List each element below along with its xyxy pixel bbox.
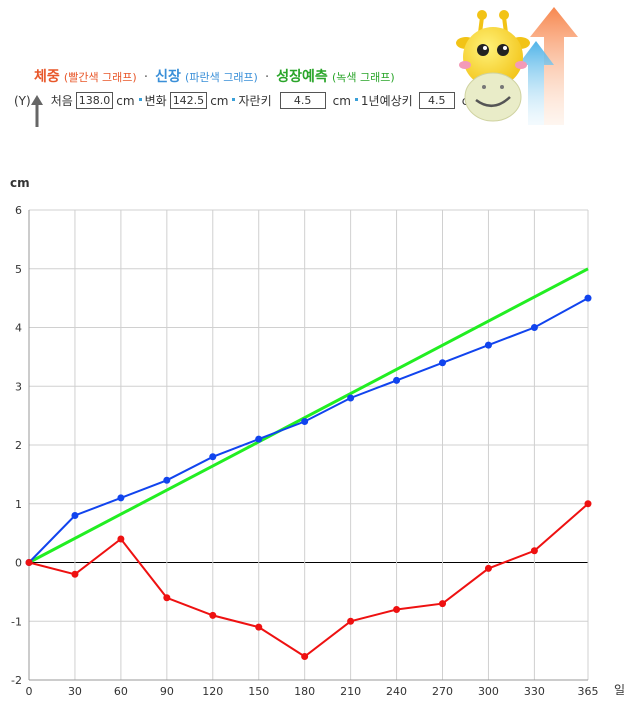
- y-tick-label: -1: [11, 615, 22, 628]
- x-tick-label: 0: [26, 685, 33, 698]
- height-point: [209, 453, 217, 461]
- forecast-series-line: [28, 267, 589, 564]
- start-value: 138.0: [75, 92, 114, 109]
- x-axis-label: 일: [614, 683, 625, 697]
- x-tick-label: 300: [478, 685, 499, 698]
- height-point: [484, 341, 492, 349]
- weight-point: [71, 570, 79, 578]
- change-value: 142.5: [169, 92, 208, 109]
- x-tick-label: 365: [578, 685, 599, 698]
- height-point: [439, 359, 447, 367]
- height-point: [71, 512, 79, 519]
- height-point: [301, 418, 309, 425]
- bullet-icon: [138, 98, 142, 101]
- weight-point: [439, 600, 447, 608]
- weight-sub: (빨간색 그래프): [63, 71, 137, 84]
- weight-point: [484, 564, 492, 572]
- y-tick-label: 5: [15, 263, 22, 276]
- separator: ·: [265, 70, 270, 85]
- forecast-title: 성장예측: [276, 69, 328, 85]
- weight-point: [25, 559, 33, 566]
- legend-line: 체중 (빨간색 그래프) · 신장 (파란색 그래프) · 성장예측 (녹색 그…: [34, 66, 395, 86]
- weight-point: [530, 547, 538, 555]
- x-tick-label: 330: [524, 685, 545, 698]
- y-tick-label: 0: [15, 557, 22, 570]
- height-sub: (파란색 그래프): [185, 71, 258, 84]
- forecast-sub: (녹색 그래프): [331, 71, 395, 84]
- height-point: [163, 476, 171, 484]
- unit: cm: [332, 93, 351, 108]
- x-tick-label: 90: [160, 685, 174, 698]
- y-tick-label: 2: [15, 439, 22, 452]
- year-label: 1년예상키: [360, 94, 413, 108]
- height-title: 신장: [155, 69, 181, 85]
- weight-point: [255, 623, 263, 631]
- x-tick-label: 150: [248, 685, 269, 698]
- weight-point: [117, 535, 125, 543]
- x-tick-label: 180: [294, 685, 315, 698]
- weight-series-line: [28, 503, 589, 658]
- separator: ·: [143, 70, 148, 85]
- height-point: [117, 494, 125, 502]
- x-tick-label: 60: [114, 685, 128, 698]
- height-series-line: [28, 297, 589, 564]
- giraffe-mascot-icon: [456, 7, 578, 125]
- weight-point: [584, 500, 592, 508]
- y-tick-label: 3: [15, 380, 22, 393]
- weight-point: [301, 653, 309, 660]
- y-tick-label: 6: [15, 204, 22, 217]
- x-tick-label: 30: [68, 685, 82, 698]
- arrow-up-icon: [31, 95, 43, 127]
- bullet-icon: [354, 98, 358, 101]
- weight-point: [209, 611, 217, 619]
- weight-point: [347, 617, 355, 625]
- height-point: [255, 435, 263, 443]
- x-tick-label: 210: [340, 685, 361, 698]
- stats-line: (Y) 처음 138.0 cm 변화 142.5 cm 자란키 4.5 cm 1…: [14, 92, 480, 109]
- y-axis-label: cm: [10, 176, 30, 190]
- y-label: (Y): [14, 93, 31, 108]
- grown-value: 4.5: [279, 92, 326, 109]
- y-tick-label: 1: [15, 498, 22, 511]
- grid: [28, 209, 589, 681]
- x-tick-label: 270: [432, 685, 453, 698]
- unit: cm: [116, 93, 135, 108]
- height-point: [393, 376, 401, 384]
- change-label: 변화: [144, 94, 167, 108]
- grown-label: 자란키: [238, 94, 272, 108]
- series: [25, 267, 592, 660]
- x-tick-label: 120: [202, 685, 223, 698]
- height-point: [530, 324, 538, 331]
- start-label: 처음: [50, 94, 73, 108]
- unit: cm: [210, 93, 229, 108]
- x-tick-label: 240: [386, 685, 407, 698]
- weight-title: 체중: [34, 69, 60, 85]
- bullet-icon: [232, 98, 236, 101]
- height-point: [584, 294, 592, 302]
- weight-point: [163, 594, 171, 602]
- year-value: 4.5: [418, 92, 455, 109]
- y-tick-label: -2: [11, 674, 22, 687]
- weight-point: [393, 606, 401, 613]
- y-tick-label: 4: [15, 322, 22, 335]
- height-point: [347, 394, 355, 402]
